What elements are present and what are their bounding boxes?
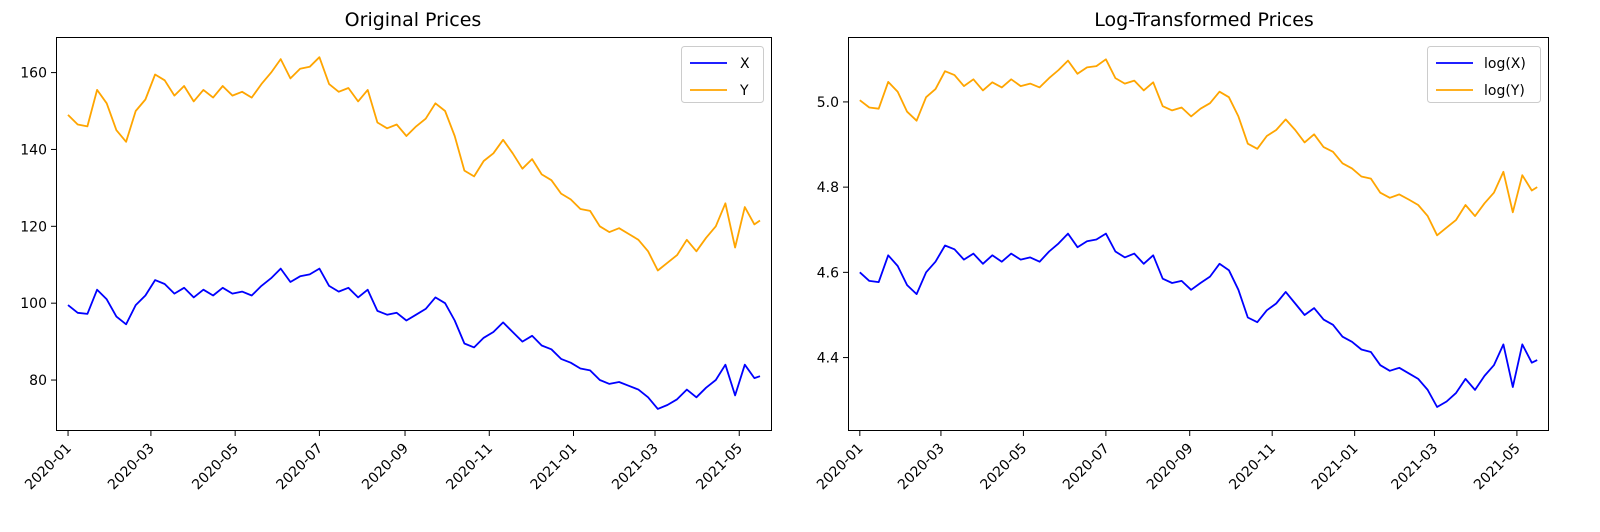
y-tick-label: 4.8: [817, 180, 839, 196]
legend-label-log-x: log(X): [1484, 56, 1526, 72]
axes-frame: [848, 37, 1549, 431]
plot-area: [859, 58, 1538, 408]
y-tick-label: 100: [20, 296, 47, 312]
chart-title: Original Prices: [345, 9, 482, 31]
legend-label-log-y: log(Y): [1484, 83, 1525, 99]
legend-label-y: Y: [739, 83, 749, 99]
axes-frame: [56, 37, 772, 431]
series-line-x: [67, 267, 761, 410]
chart-title: Log-Transformed Prices: [1094, 9, 1314, 31]
y-tick-label: 120: [20, 219, 47, 235]
y-tick-label: 5.0: [817, 95, 839, 111]
legend-box: [1427, 46, 1541, 103]
legend-box: [681, 46, 764, 103]
y-tick-label: 140: [20, 142, 47, 158]
series-line-x: [859, 232, 1538, 408]
series-line-y: [67, 56, 761, 272]
y-tick-label: 4.6: [817, 265, 839, 281]
y-tick-label: 160: [20, 66, 47, 82]
plot-area: [67, 56, 761, 410]
y-tick-label: 80: [29, 373, 47, 389]
legend: log(X) log(Y): [1427, 46, 1541, 103]
y-tick-label: 4.4: [817, 351, 839, 367]
legend: X Y: [681, 46, 764, 103]
legend-label-x: X: [740, 56, 750, 72]
series-line-y: [859, 58, 1538, 237]
